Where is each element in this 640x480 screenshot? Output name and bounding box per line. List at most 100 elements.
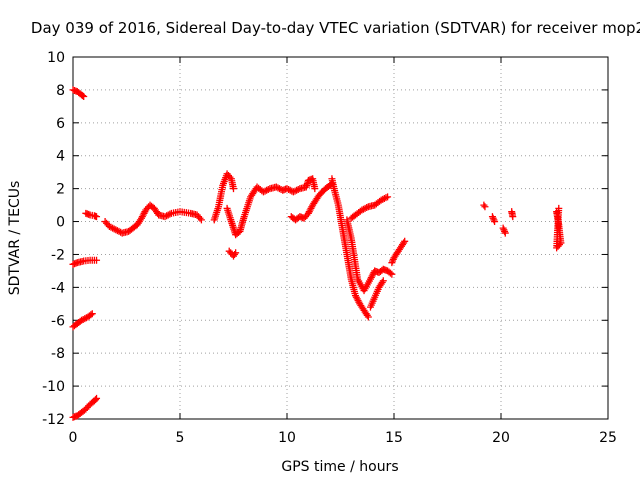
data-point <box>400 239 408 247</box>
data-point <box>230 185 237 193</box>
data-segment <box>488 213 499 226</box>
data-point <box>164 211 172 219</box>
data-segment <box>210 170 237 224</box>
x-axis-label: GPS time / hours <box>281 459 398 475</box>
data-point <box>501 227 509 235</box>
data-segment <box>480 201 489 211</box>
data-point <box>358 206 366 214</box>
x-tick-label: 0 <box>69 430 78 446</box>
data-point <box>490 216 498 224</box>
data-point <box>274 184 282 192</box>
data-point <box>294 185 302 193</box>
data-point <box>107 223 115 231</box>
data-segment <box>69 394 101 421</box>
x-tick-label: 15 <box>385 430 403 446</box>
data-segment <box>223 175 319 239</box>
y-tick-label: 6 <box>56 116 65 132</box>
data-point <box>491 218 499 226</box>
data-point <box>78 316 86 324</box>
data-point <box>293 186 301 194</box>
data-point <box>509 213 517 221</box>
data-point <box>166 210 174 218</box>
plot-frame <box>72 56 609 420</box>
data-point <box>109 224 117 232</box>
data-point <box>161 213 169 221</box>
data-segment <box>69 310 96 331</box>
data-point <box>91 396 99 404</box>
data-segment <box>553 204 565 252</box>
data-point <box>555 204 563 212</box>
data-point <box>79 92 87 100</box>
data-point <box>388 270 396 278</box>
y-tick-label: -6 <box>51 313 65 329</box>
data-point <box>93 394 101 402</box>
data-segment <box>69 86 88 100</box>
y-tick-label: 0 <box>56 215 65 231</box>
data-segment <box>225 247 240 260</box>
data-point <box>379 195 387 203</box>
data-point <box>378 278 386 286</box>
data-point <box>264 185 272 193</box>
data-point <box>500 226 508 234</box>
data-point <box>489 214 497 222</box>
data-segment <box>388 237 409 267</box>
data-point <box>163 212 171 220</box>
data-point <box>259 188 267 196</box>
data-point <box>360 205 368 213</box>
data-point <box>81 315 89 323</box>
data-point <box>231 250 239 258</box>
data-segment <box>499 224 509 237</box>
x-tick-label: 10 <box>278 430 296 446</box>
data-point <box>291 187 299 195</box>
data-point <box>197 216 205 224</box>
y-tick-label: 8 <box>56 83 65 99</box>
y-tick-label: -10 <box>42 379 65 395</box>
data-point <box>480 201 488 209</box>
data-point <box>272 183 280 191</box>
data-point <box>232 249 240 257</box>
data-point <box>80 92 88 100</box>
data-segment <box>366 277 387 311</box>
data-segment <box>82 209 101 221</box>
data-point <box>361 204 369 212</box>
data-series <box>69 86 565 421</box>
data-point <box>384 193 392 201</box>
data-point <box>276 185 284 193</box>
data-point <box>481 203 489 211</box>
data-segment <box>508 208 517 221</box>
data-point <box>380 195 388 203</box>
data-point <box>105 222 113 230</box>
data-point <box>115 227 123 235</box>
data-point <box>88 310 96 318</box>
data-point <box>388 259 396 267</box>
data-point <box>261 187 269 195</box>
data-point <box>79 315 87 323</box>
x-tick-label: 25 <box>599 430 617 446</box>
data-point <box>377 196 385 204</box>
y-tick-label: -4 <box>51 280 65 296</box>
data-point <box>93 256 101 264</box>
data-point <box>263 186 271 194</box>
data-point <box>285 185 293 193</box>
grid-lines <box>73 57 608 419</box>
y-tick-label: 4 <box>56 149 65 165</box>
data-point <box>113 227 121 235</box>
chart-title: Day 039 of 2016, Sidereal Day-to-day VTE… <box>31 19 640 37</box>
y-tick-label: -2 <box>51 247 65 263</box>
data-point <box>488 213 496 221</box>
data-point <box>311 185 319 193</box>
y-tick-label: -8 <box>51 346 65 362</box>
data-point <box>286 186 294 194</box>
data-point <box>401 237 409 245</box>
data-point <box>386 269 394 277</box>
data-point <box>363 204 371 212</box>
x-axis: 0 5 10 15 20 25 <box>69 57 617 446</box>
data-point <box>363 311 371 319</box>
y-tick-label: -12 <box>42 412 65 428</box>
data-point <box>87 311 95 319</box>
data-point <box>226 173 234 181</box>
data-point <box>283 185 291 193</box>
data-point <box>382 194 390 202</box>
y-axis: -12 -10 -8 -6 -4 -2 0 2 4 6 8 10 <box>42 50 608 428</box>
